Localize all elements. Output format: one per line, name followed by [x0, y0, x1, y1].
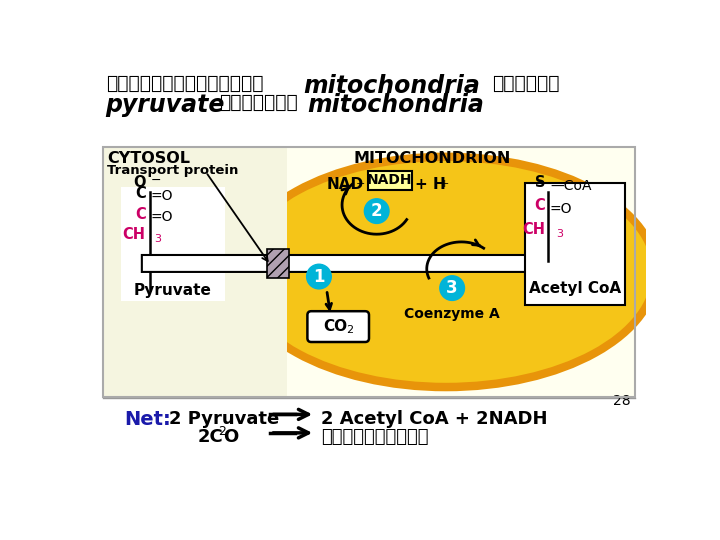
- Text: Coenzyme A: Coenzyme A: [405, 307, 500, 321]
- FancyBboxPatch shape: [526, 183, 625, 305]
- Ellipse shape: [232, 153, 660, 392]
- Text: 2: 2: [371, 202, 382, 220]
- Bar: [102, 147, 636, 397]
- Text: โปรตนทอยทผวของ: โปรตนทอยทผวของ: [106, 74, 264, 93]
- Text: 2: 2: [218, 425, 226, 438]
- Text: +: +: [356, 179, 365, 189]
- Text: 3: 3: [556, 229, 563, 239]
- Text: C: C: [534, 198, 545, 213]
- Bar: [102, 147, 636, 397]
- Text: Net:: Net:: [124, 410, 171, 429]
- Text: Pyruvate: Pyruvate: [134, 283, 212, 298]
- Text: + H: + H: [415, 177, 446, 192]
- FancyBboxPatch shape: [307, 311, 369, 342]
- Text: ออกจากเซลล: ออกจากเซลล: [321, 428, 429, 446]
- Text: 3: 3: [154, 234, 161, 244]
- Text: CH: CH: [522, 221, 545, 237]
- Circle shape: [364, 199, 389, 224]
- Text: เขาไปใน: เขาไปใน: [219, 92, 297, 112]
- Text: CYTOSOL: CYTOSOL: [107, 151, 190, 166]
- Text: O: O: [223, 428, 239, 446]
- Text: C: C: [135, 186, 145, 201]
- Text: MITOCHONDRION: MITOCHONDRION: [354, 151, 511, 166]
- Text: mitochondria: mitochondria: [307, 92, 485, 117]
- Text: +: +: [440, 179, 449, 189]
- Text: C: C: [135, 207, 145, 222]
- FancyBboxPatch shape: [121, 187, 225, 301]
- Text: จะขนสง: จะขนสง: [492, 74, 559, 93]
- Text: S: S: [535, 176, 545, 190]
- Text: Transport protein: Transport protein: [107, 164, 238, 177]
- Text: =O: =O: [150, 190, 173, 204]
- FancyArrow shape: [142, 249, 570, 278]
- Text: —CoA: —CoA: [550, 179, 591, 193]
- Text: Acetyl CoA: Acetyl CoA: [529, 281, 621, 296]
- Text: 2C: 2C: [198, 428, 224, 446]
- Text: 28: 28: [613, 394, 631, 408]
- Circle shape: [440, 276, 464, 300]
- Text: 2 Pyruvate: 2 Pyruvate: [168, 410, 279, 428]
- Text: 2 Acetyl CoA + 2NADH: 2 Acetyl CoA + 2NADH: [321, 410, 548, 428]
- FancyBboxPatch shape: [368, 171, 412, 190]
- Text: mitochondria: mitochondria: [304, 74, 480, 98]
- Text: pyruvate: pyruvate: [106, 92, 225, 117]
- Text: CH: CH: [122, 227, 145, 242]
- Bar: [267, 249, 289, 278]
- Circle shape: [307, 264, 331, 289]
- Ellipse shape: [240, 161, 652, 383]
- Text: NAD: NAD: [327, 177, 364, 192]
- Text: CO: CO: [323, 319, 347, 334]
- Text: 1: 1: [313, 267, 325, 286]
- Text: 3: 3: [446, 279, 458, 297]
- Text: −: −: [150, 173, 161, 186]
- Text: NADH: NADH: [367, 173, 413, 187]
- Text: =O: =O: [550, 202, 572, 215]
- Text: 2: 2: [346, 325, 353, 335]
- Text: O: O: [133, 174, 145, 190]
- Bar: [102, 147, 287, 397]
- Text: =O: =O: [150, 210, 173, 224]
